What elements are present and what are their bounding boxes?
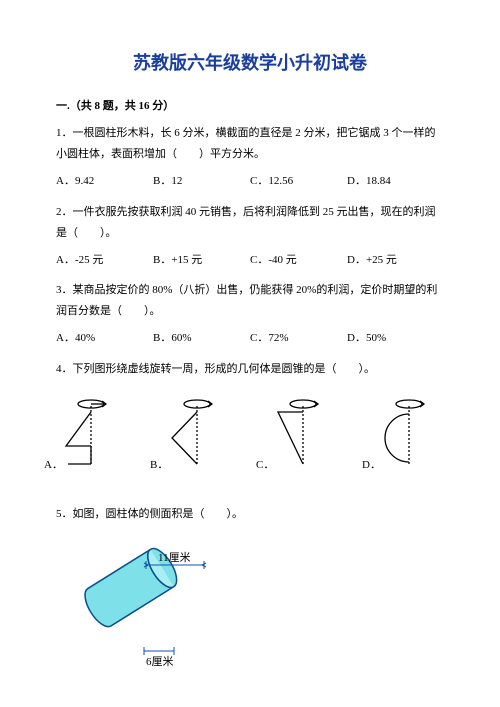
q2-opt-b: B．+15 元 [153, 250, 250, 271]
q3-options: A．40% B．60% C．72% D．50% [56, 328, 444, 349]
q1-opt-c: C．12.56 [250, 171, 347, 192]
q3-stem: 3．某商品按定价的 80%（八折）出售，仍能获得 20%的利润，定价时期望的利润… [56, 280, 444, 322]
q4-shape-c: C． [270, 398, 336, 476]
q5-figure: 11厘米 6厘米 [74, 541, 444, 671]
q3-opt-a: A．40% [56, 328, 153, 349]
section-header: 一.（共 8 题，共 16 分） [56, 96, 444, 117]
q3-opt-c: C．72% [250, 328, 347, 349]
q2-opt-d: D．+25 元 [347, 250, 444, 271]
q1-stem: 1．一根圆柱形木料，长 6 分米，横截面的直径是 2 分米，把它锯成 3 个一样… [56, 123, 444, 165]
q1-options: A．9.42 B．12 C．12.56 D．18.84 [56, 171, 444, 192]
q3-opt-b: B．60% [153, 328, 250, 349]
q2-opt-c: C．-40 元 [250, 250, 347, 271]
q4-shape-a: A． [58, 398, 124, 476]
q1-opt-d: D．18.84 [347, 171, 444, 192]
q4-opt-d: D． [362, 455, 381, 476]
q4-shape-b: B． [164, 398, 230, 476]
q2-opt-a: A．-25 元 [56, 250, 153, 271]
page-title: 苏教版六年级数学小升初试卷 [56, 46, 444, 80]
q4-options: A． B． C． D． [58, 398, 442, 476]
q2-options: A．-25 元 B．+15 元 C．-40 元 D．+25 元 [56, 250, 444, 271]
q3-opt-d: D．50% [347, 328, 444, 349]
q4-opt-b: B． [150, 455, 168, 476]
q4-opt-c: C． [256, 455, 274, 476]
q4-opt-a: A． [44, 455, 63, 476]
q4-stem: 4．下列图形绕虚线旋转一周，形成的几何体是圆锥的是（ ）。 [56, 359, 444, 380]
q5-stem: 5．如图，圆柱体的侧面积是（ ）。 [56, 504, 444, 525]
q4-shape-d: D． [376, 398, 442, 476]
svg-text:11厘米: 11厘米 [158, 551, 191, 564]
svg-text:6厘米: 6厘米 [146, 655, 174, 668]
q1-opt-b: B．12 [153, 171, 250, 192]
q1-opt-a: A．9.42 [56, 171, 153, 192]
q2-stem: 2．一件衣服先按获取利润 40 元销售，后将利润降低到 25 元出售，现在的利润… [56, 202, 444, 244]
